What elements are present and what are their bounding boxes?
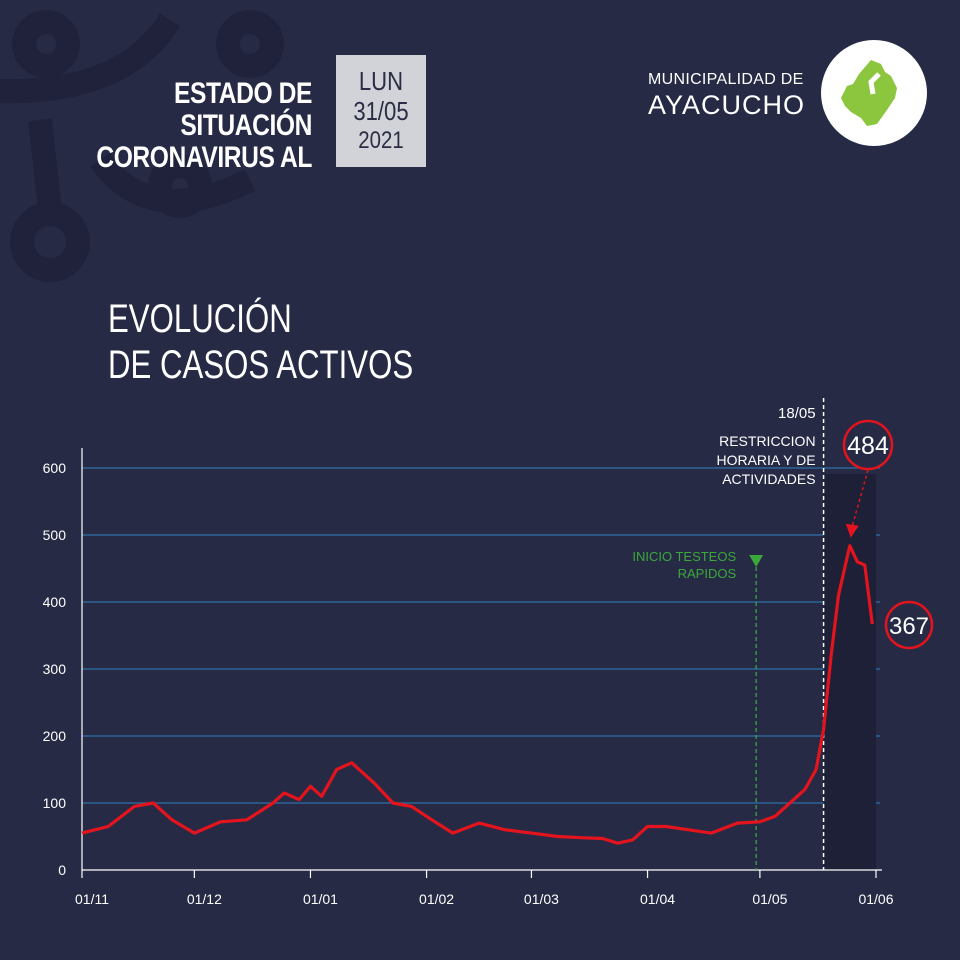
organization-line2: AYACUCHO: [648, 90, 806, 120]
restriction-label: HORARIA Y DE: [716, 452, 815, 468]
restriction-label: 18/05: [778, 405, 816, 422]
restriction-period-band: [823, 474, 876, 870]
virus-decoration-icon: [0, 10, 284, 282]
peak-callout-value: 484: [847, 432, 889, 460]
y-tick-label: 400: [43, 594, 67, 610]
x-tick-label: 01/12: [187, 891, 222, 907]
y-tick-label: 300: [43, 661, 67, 677]
header-title-line2: CORONAVIRUS AL: [96, 141, 313, 174]
header-title: ESTADO DE SITUACIÓN CORONAVIRUS AL: [56, 78, 312, 174]
organization-line1: MUNICIPALIDAD DE: [648, 71, 804, 88]
x-tick-label: 01/02: [419, 891, 454, 907]
y-tick-label: 200: [43, 728, 67, 744]
municipality-logo: [821, 40, 927, 146]
date-badge: LUN 31/05 2021: [336, 55, 426, 167]
date-year: 2021: [358, 127, 404, 154]
y-tick-label: 0: [58, 862, 66, 878]
latest-callout-value: 367: [889, 613, 929, 640]
x-tick-label: 01/05: [752, 891, 787, 907]
y-tick-label: 100: [43, 795, 67, 811]
chart-title: EVOLUCIÓN DE CASOS ACTIVOS: [108, 296, 413, 388]
restriction-label: ACTIVIDADES: [722, 471, 815, 487]
x-tick-label: 01/01: [303, 891, 338, 907]
x-tick-label: 01/06: [858, 891, 893, 907]
rapid-tests-label: RAPIDOS: [678, 566, 737, 581]
active-cases-line: [81, 544, 874, 845]
latest-callout-circle: [884, 600, 934, 650]
peak-arrow-icon: [845, 523, 859, 538]
y-tick-label: 600: [43, 460, 67, 476]
date-day: LUN: [358, 66, 404, 96]
header-title-line1: ESTADO DE SITUACIÓN: [173, 77, 312, 142]
x-tick-label: 01/11: [75, 891, 109, 907]
date-day-month: 31/05: [353, 96, 409, 126]
y-tick-label: 500: [43, 527, 67, 543]
rapid-tests-label: INICIO TESTEOS: [632, 549, 736, 564]
peak-arrow-line: [851, 469, 869, 528]
x-tick-label: 01/04: [640, 891, 675, 907]
chart-title-line2: DE CASOS ACTIVOS: [108, 343, 414, 387]
peak-callout-circle: [842, 419, 894, 471]
organization-name: MUNICIPALIDAD DE AYACUCHO: [648, 70, 805, 120]
rapid-tests-triangle-icon: [749, 555, 764, 567]
chart-title-line1: EVOLUCIÓN: [108, 297, 292, 341]
x-tick-label: 01/03: [524, 891, 559, 907]
ayacucho-map-icon: [841, 60, 897, 126]
restriction-label: RESTRICCION: [719, 433, 815, 449]
